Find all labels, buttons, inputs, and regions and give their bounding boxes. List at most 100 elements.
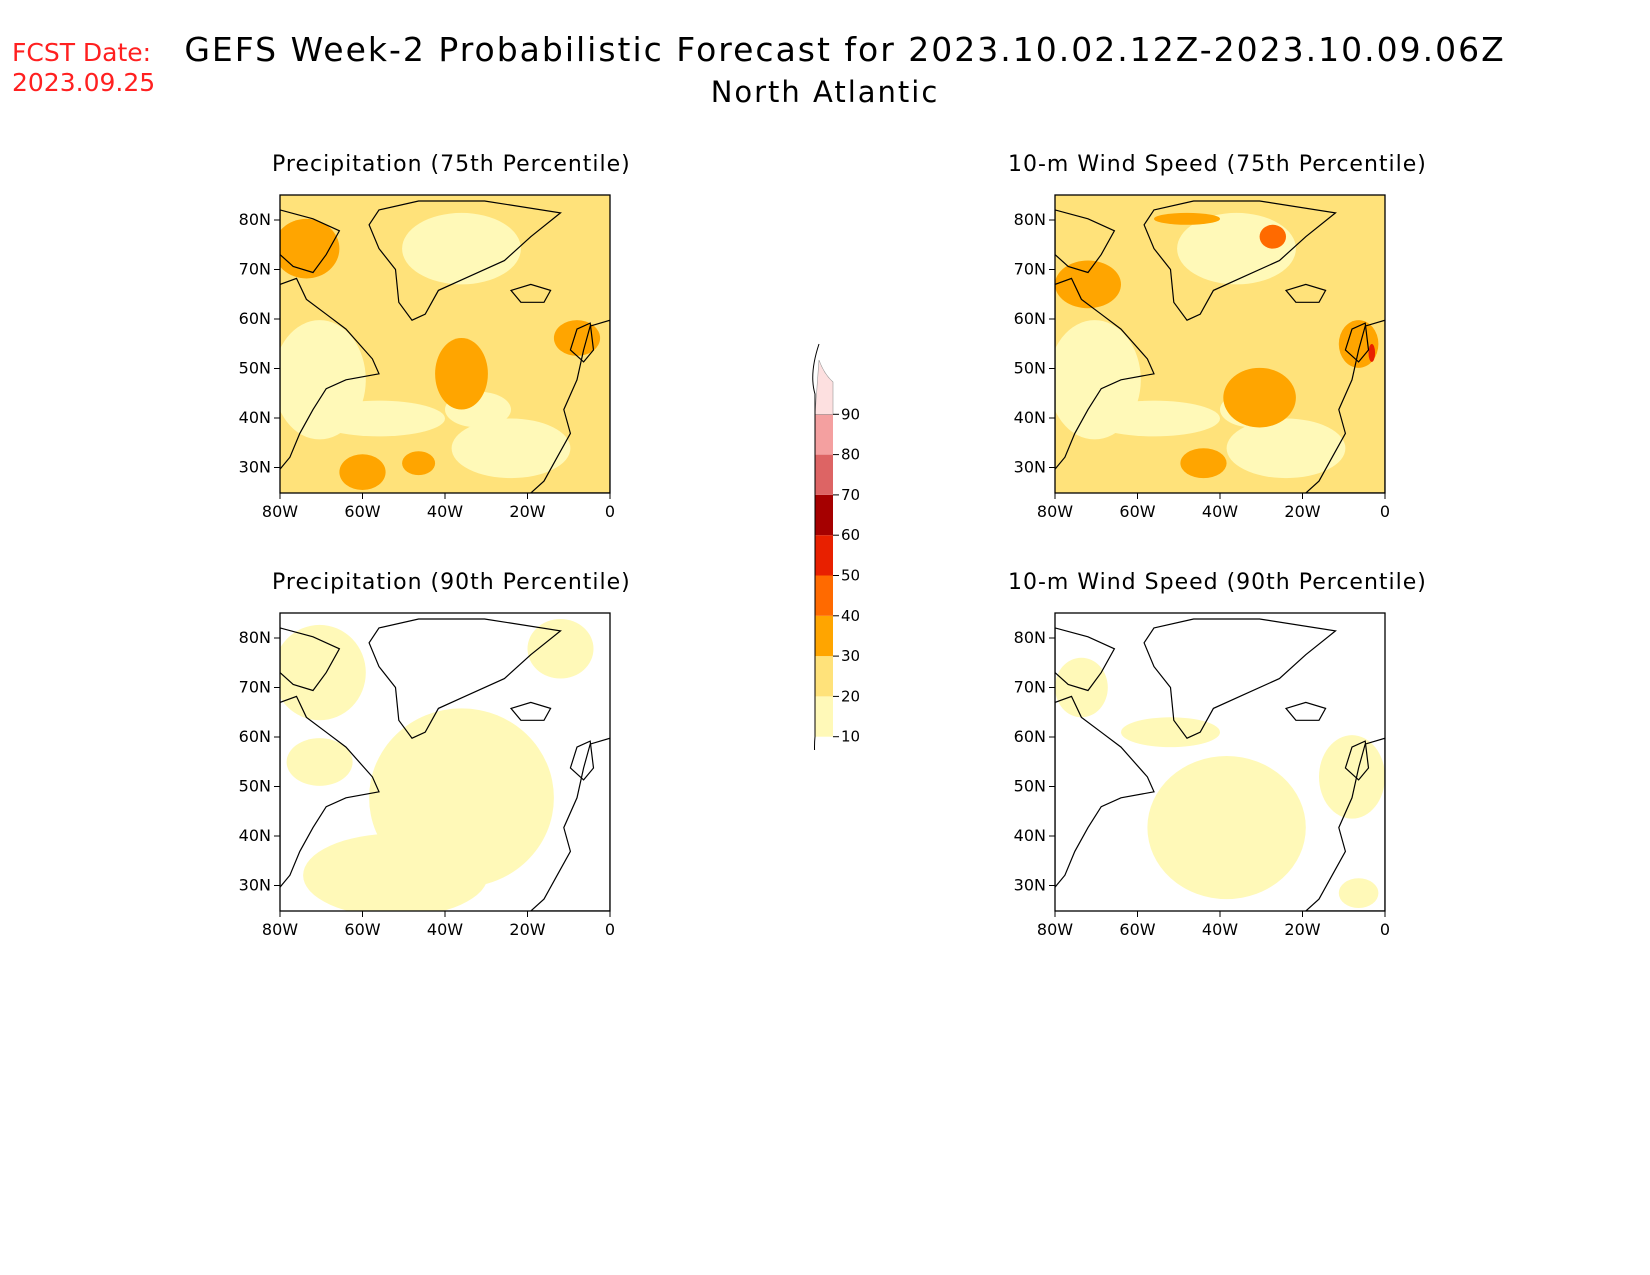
lat-tick-label: 60N xyxy=(239,309,271,328)
lat-tick-label: 50N xyxy=(239,777,271,796)
map-field xyxy=(280,195,610,493)
arctic-islands-coastline xyxy=(1055,209,1116,274)
iceland-coastline xyxy=(509,701,552,721)
colorbar-swatch xyxy=(815,615,833,657)
shading-10-20 xyxy=(451,418,571,479)
fcst-date-heading: FCST Date: xyxy=(12,38,152,67)
colorbar-tick-label: 90 xyxy=(841,405,860,423)
arctic-islands-coastline xyxy=(1055,627,1116,692)
shading-10-20 xyxy=(286,738,353,786)
shading-30-40 xyxy=(435,338,488,410)
lon-tick-label: 40W xyxy=(1202,920,1238,939)
shading-10-20 xyxy=(303,833,488,911)
panel-title-wind-75: 10-m Wind Speed (75th Percentile) xyxy=(1008,152,1427,177)
shading-10-20 xyxy=(1147,756,1306,900)
lat-tick-label: 40N xyxy=(1014,826,1046,845)
shading-30-40 xyxy=(1338,320,1379,368)
map-precip-75: 80N 70N 60N 50N 40N 30N 80W 60W 40W 20W 0 xyxy=(239,194,615,521)
lon-tick-label: 20W xyxy=(1284,920,1320,939)
iceland-coastline xyxy=(1284,701,1327,721)
arctic-islands-coastline xyxy=(280,627,341,692)
lat-tick-label: 80N xyxy=(239,210,271,229)
colorbar-tick-label: 80 xyxy=(841,446,860,464)
shading-50-60 xyxy=(1368,344,1376,362)
map-precip-90: 80N 70N 60N 50N 40N 30N 80W 60W 40W 20W 0 xyxy=(239,612,615,939)
lat-tick-label: 30N xyxy=(239,876,271,895)
arctic-islands-coastline xyxy=(280,209,341,274)
lon-tick-label: 80W xyxy=(262,502,298,521)
colorbar-swatch xyxy=(815,656,833,697)
europe-africa-coastline xyxy=(529,737,610,911)
main-title-text: GEFS Week-2 Probabilistic Forecast for 2… xyxy=(184,30,1506,69)
shading-10-20 xyxy=(1226,418,1346,479)
lon-tick-label: 60W xyxy=(344,920,380,939)
shading-10-20 xyxy=(1319,735,1385,819)
lat-tick-label: 40N xyxy=(239,408,271,427)
map-field xyxy=(1055,613,1385,911)
lon-tick-label: 60W xyxy=(1119,502,1155,521)
europe-africa-coastline xyxy=(529,319,610,493)
panel-title-precip-90: Precipitation (90th Percentile) xyxy=(272,570,631,595)
british-isles-coastline xyxy=(569,322,595,363)
british-isles-coastline xyxy=(1344,740,1370,781)
europe-africa-coastline xyxy=(1304,319,1385,493)
map-wind-75: 80N 70N 60N 50N 40N 30N 80W 60W 40W 20W 0 xyxy=(1014,194,1390,521)
lat-tick-label: 50N xyxy=(1014,777,1046,796)
map-field xyxy=(280,613,610,911)
colorbar-swatch xyxy=(815,535,833,576)
shading-10-20 xyxy=(1088,400,1220,437)
map-wind-90: 80N 70N 60N 50N 40N 30N 80W 60W 40W 20W 0 xyxy=(1014,612,1390,939)
colorbar-tick-label: 70 xyxy=(841,486,860,504)
lat-tick-label: 60N xyxy=(1014,727,1046,746)
shading-30-40 xyxy=(280,218,340,279)
lat-tick-label: 40N xyxy=(1014,408,1046,427)
british-isles-coastline xyxy=(1344,322,1370,363)
shading-40-50 xyxy=(1259,224,1286,249)
forecast-date-label: FCST Date: 2023.09.25 xyxy=(12,38,155,98)
lat-tick-label: 70N xyxy=(1014,260,1046,279)
colorbar-swatch xyxy=(815,494,833,536)
shading-10-20 xyxy=(1121,717,1220,748)
colorbar-tick-label: 40 xyxy=(841,607,860,625)
colorbar-tick-label: 50 xyxy=(841,567,860,585)
colorbar-tick-label: 60 xyxy=(841,526,860,544)
lat-tick-label: 80N xyxy=(239,628,271,647)
panel-title-wind-90: 10-m Wind Speed (90th Percentile) xyxy=(1008,570,1427,595)
greenland-coastline xyxy=(368,200,562,321)
lon-tick-label: 80W xyxy=(1037,920,1073,939)
lat-tick-label: 30N xyxy=(239,458,271,477)
lat-tick-label: 70N xyxy=(239,260,271,279)
shading-30-40 xyxy=(339,454,386,491)
lat-tick-label: 60N xyxy=(239,727,271,746)
north-america-coastline xyxy=(1055,277,1155,471)
lon-tick-label: 20W xyxy=(1284,502,1320,521)
shading-30-40 xyxy=(1223,367,1296,428)
greenland-coastline xyxy=(1143,200,1337,321)
colorbar-swatch xyxy=(815,575,833,616)
colorbar-swatch xyxy=(815,454,833,495)
colorbar-swatch xyxy=(814,359,834,415)
lon-tick-label: 0 xyxy=(605,920,615,939)
shading-30-40 xyxy=(1180,448,1227,479)
lat-tick-label: 80N xyxy=(1014,210,1046,229)
north-america-coastline xyxy=(280,695,380,889)
iceland-coastline xyxy=(1284,283,1327,303)
lat-tick-label: 50N xyxy=(1014,359,1046,378)
greenland-coastline xyxy=(1143,618,1337,739)
lon-tick-label: 40W xyxy=(427,502,463,521)
lon-tick-label: 20W xyxy=(509,920,545,939)
lat-tick-label: 40N xyxy=(239,826,271,845)
lat-tick-label: 30N xyxy=(1014,876,1046,895)
europe-africa-coastline xyxy=(1304,737,1385,911)
shading-10-20 xyxy=(1055,657,1108,718)
lon-tick-label: 60W xyxy=(1119,920,1155,939)
colorbar-tick-label: 30 xyxy=(841,647,860,665)
lat-tick-label: 70N xyxy=(1014,678,1046,697)
map-field xyxy=(1055,195,1385,493)
colorbar-tick-label: 20 xyxy=(841,687,860,705)
lat-tick-label: 80N xyxy=(1014,628,1046,647)
greenland-coastline xyxy=(368,618,562,739)
fcst-date-value: 2023.09.25 xyxy=(12,68,156,97)
colorbar-swatch xyxy=(815,696,833,737)
lon-tick-label: 60W xyxy=(344,502,380,521)
